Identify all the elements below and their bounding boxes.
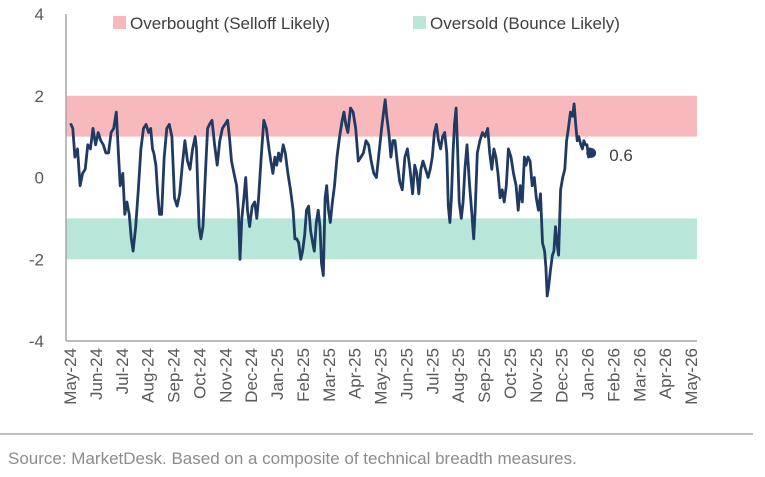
- x-tick-label: Nov-24: [216, 348, 235, 403]
- x-tick-label: Aug-24: [139, 348, 158, 403]
- x-tick-label: May-26: [682, 348, 701, 405]
- y-tick-label: -4: [29, 332, 44, 351]
- legend-label-overbought: Overbought (Selloff Likely): [130, 14, 330, 33]
- x-tick-label: Jun-24: [87, 348, 106, 400]
- x-tick-label: Sep-24: [165, 348, 184, 403]
- x-tick-label: Feb-26: [604, 348, 623, 402]
- x-tick-label: Jul-24: [113, 348, 132, 394]
- x-tick-label: Sep-25: [475, 348, 494, 403]
- x-tick-label: Jun-25: [397, 348, 416, 400]
- x-tick-label: Aug-25: [449, 348, 468, 403]
- axes: 4 2 0 -2 -4 May-24 Jun-24 Jul-24 Aug-24 Sep-24 Oct…: [29, 5, 701, 405]
- x-tick-label: Apr-25: [346, 348, 365, 399]
- breadth-composite-line: [69, 98, 593, 298]
- oversold-band: [66, 218, 697, 260]
- x-tick-label: Mar-26: [630, 348, 649, 402]
- x-tick-label: Apr-26: [656, 348, 675, 399]
- y-tick-label: -2: [29, 250, 44, 269]
- x-tick-label: Jan-26: [579, 348, 598, 400]
- last-value-marker: [586, 147, 597, 158]
- last-value-label: 0.6: [609, 146, 633, 165]
- x-tick-label: Nov-25: [527, 348, 546, 403]
- y-tick-label: 4: [35, 5, 44, 24]
- x-tick-label: Oct-25: [501, 348, 520, 399]
- series-group: 0.6: [69, 98, 633, 298]
- legend-swatch-oversold: [413, 16, 426, 29]
- legend: Overbought (Selloff Likely) Oversold (Bou…: [113, 14, 620, 33]
- x-tick-label: Jan-25: [268, 348, 287, 400]
- footer-divider: [0, 433, 753, 435]
- x-tick-label: May-25: [372, 348, 391, 405]
- x-tick-label: Mar-25: [320, 348, 339, 402]
- x-tick-label: Feb-25: [294, 348, 313, 402]
- source-note: Source: MarketDesk. Based on a composite…: [8, 449, 577, 468]
- x-tick-label: Jul-25: [423, 348, 442, 394]
- legend-swatch-overbought: [113, 16, 126, 29]
- legend-label-oversold: Oversold (Bounce Likely): [430, 14, 620, 33]
- x-tick-label: Dec-25: [553, 348, 572, 403]
- x-tick-label: Oct-24: [190, 348, 209, 399]
- x-tick-label: May-24: [61, 348, 80, 405]
- x-tick-label: Dec-24: [242, 348, 261, 403]
- y-tick-label: 0: [35, 169, 44, 188]
- breadth-composite-chart: 4 2 0 -2 -4 May-24 Jun-24 Jul-24 Aug-24 Sep-24 Oct…: [29, 5, 701, 405]
- y-tick-label: 2: [35, 87, 44, 106]
